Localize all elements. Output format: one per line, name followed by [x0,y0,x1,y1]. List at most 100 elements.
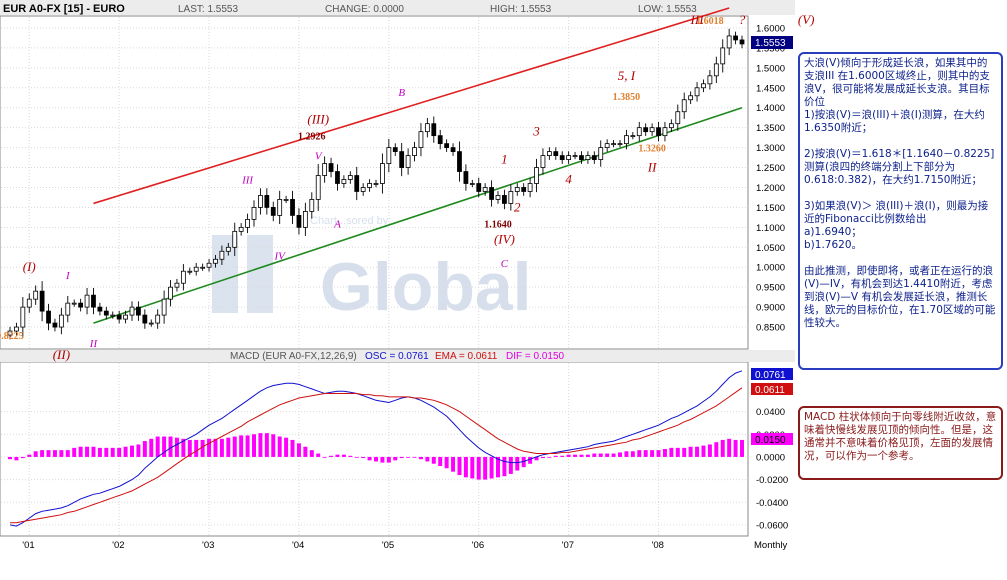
candle-body [495,195,501,200]
candle-body [380,163,385,184]
histogram-bar [682,447,687,457]
wave-label: C [501,258,509,270]
candle-body [424,123,430,133]
price-tick-label: 1.0000 [756,263,785,274]
histogram-bar [521,456,526,468]
price-tick-label: 1.5000 [756,63,785,74]
histogram-bar [239,435,244,457]
histogram-bar [669,447,674,457]
ema-tag-text: 0.0611 [755,385,785,396]
histogram-bar [643,450,648,457]
candle-body [572,155,578,157]
candle-body [546,151,552,156]
candle-body [174,282,180,288]
histogram-bar [162,436,167,457]
histogram-bar [579,454,584,457]
histogram-bar [226,437,231,457]
candle-body [328,163,334,172]
histogram-bar [245,435,250,457]
candle-body [649,127,655,133]
candle-body [444,143,450,149]
candle-body [367,183,372,188]
x-tick-label: '06 [472,540,484,551]
price-tick-label: 0.9000 [756,303,785,314]
price-tick-label: 1.4500 [756,83,785,94]
candle-body [521,187,527,192]
wave-label: III [241,175,254,187]
candle-body [315,175,321,200]
histogram-bar [566,454,571,457]
histogram-bar [515,456,520,471]
histogram-bar [701,445,706,457]
candle-body [84,294,90,308]
candle-body [354,175,360,192]
wave-label: B [398,87,405,99]
histogram-bar [361,456,366,459]
histogram-bar [91,446,96,457]
histogram-bar [740,439,744,457]
candle-body [200,266,206,269]
histogram-bar [662,449,667,457]
candle-body [116,314,122,320]
wave-label: 1.3850 [613,92,641,103]
price-tick-label: 1.0500 [756,243,785,254]
histogram-bar [508,456,513,474]
candle-body [399,151,405,168]
candle-body [527,183,533,192]
wave-label: 4 [565,172,572,187]
candle-body [258,195,263,208]
histogram-bar [592,453,597,457]
wave-label: (II) [53,347,70,362]
candle-body [360,187,366,192]
candle-body [155,314,161,324]
histogram-bar [573,454,578,457]
histogram-bar [309,450,314,457]
histogram-bar [232,436,237,457]
histogram-bar [194,439,199,457]
candle-body [418,131,424,149]
wave-label: IV [273,250,286,262]
grid [1,17,747,535]
histogram-bar [733,439,738,457]
histogram-bar [374,456,378,462]
price-panel [0,15,749,350]
price-tick-label: 1.2500 [756,163,785,174]
wave-label: 1 [501,152,508,167]
wave-label: II [647,160,657,175]
histogram-bar [110,447,115,457]
dif-tag [751,433,793,445]
histogram-bar [470,456,475,479]
candle-body [193,266,199,272]
histogram-bar [130,445,134,457]
candle-body [630,135,636,138]
candle-body [681,99,687,113]
symbol-label: EUR A0-FX [15] - EURO [3,3,125,15]
lower-channel-line [93,106,743,324]
candle-body [405,155,411,168]
candle-body [733,35,738,41]
histogram-bar [399,456,404,459]
x-tick-label: Monthly [754,540,788,551]
histogram-bar [213,438,218,457]
x-axis: '01 '02 '03 '04 '05 '06 '07 '08 Monthly [22,540,787,551]
wave-label: ? [739,12,746,27]
candle-body [617,143,623,146]
candle-body [668,123,674,129]
candle-body [213,258,218,264]
candle-body [270,207,276,216]
price-tick-label: 1.1500 [756,203,785,214]
histogram-bar [496,456,500,478]
histogram-bar [59,450,64,457]
wave-label: A [333,218,341,230]
macd-tick-label: 0.0400 [756,407,785,418]
candle-body [225,246,231,252]
candle-body [701,83,706,89]
histogram-bar [264,433,269,457]
candle-body [302,211,308,228]
histogram-bar [168,436,173,457]
histogram-bar [406,456,411,458]
macd-header-bar [0,350,795,362]
candle-body [91,294,96,308]
histogram-bar [528,456,533,464]
